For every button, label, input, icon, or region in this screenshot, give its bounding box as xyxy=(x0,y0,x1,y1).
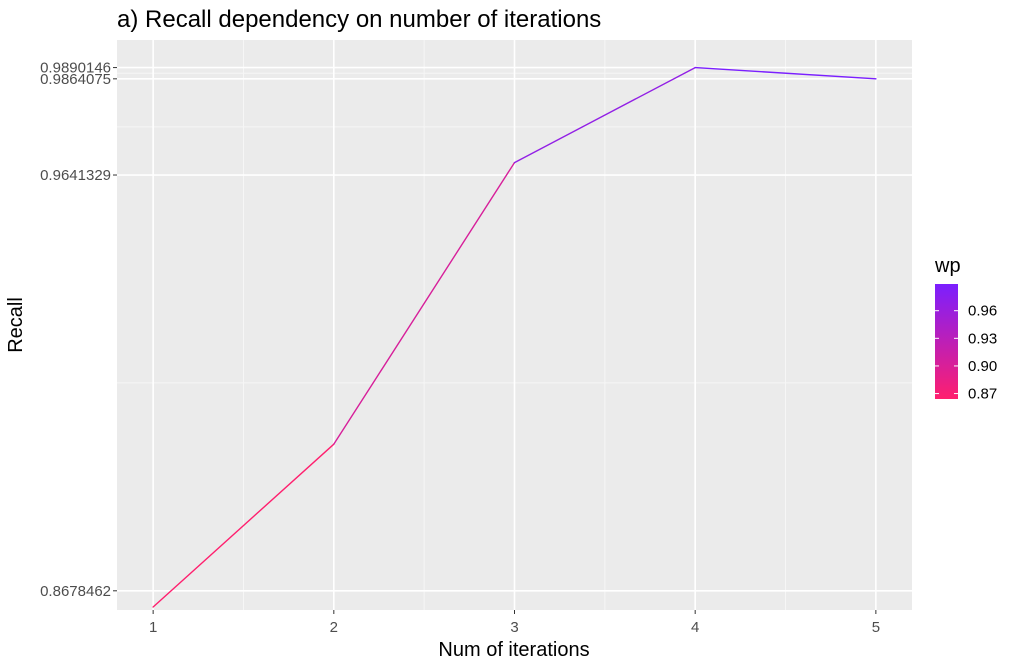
x-tick-label: 1 xyxy=(149,619,157,636)
x-tick-label: 2 xyxy=(330,619,338,636)
legend-ticks: 0.87 0.90 0.93 0.96 xyxy=(935,303,997,403)
legend-tick-label: 0.87 xyxy=(968,386,997,403)
y-axis-label: Recall xyxy=(5,297,27,353)
line-segment xyxy=(694,66,877,80)
line-segment xyxy=(152,443,335,608)
chart-title: a) Recall dependency on number of iterat… xyxy=(117,6,601,33)
y-tick-label: 0.9641329 xyxy=(40,167,111,184)
x-tick-label: 4 xyxy=(691,619,699,636)
y-tick-label: 0.9890146 xyxy=(40,60,111,77)
legend-title: wp xyxy=(934,255,961,277)
x-axis-label: Num of iterations xyxy=(438,639,589,661)
y-tick-label: 0.9864075 xyxy=(40,71,111,88)
x-axis: 1 2 3 4 5 xyxy=(149,610,880,636)
legend-tick-label: 0.96 xyxy=(968,303,997,320)
x-tick-label: 5 xyxy=(872,619,880,636)
legend-tick-label: 0.90 xyxy=(968,358,997,375)
legend: wp 0.87 0.90 0.93 0.96 xyxy=(934,255,997,403)
legend-tick-label: 0.93 xyxy=(968,330,997,347)
colorbar xyxy=(935,284,958,399)
grid-major xyxy=(117,40,912,610)
x-tick-label: 3 xyxy=(510,619,518,636)
y-tick-label: 0.8678462 xyxy=(40,583,111,600)
line-segment xyxy=(513,66,696,164)
series-line xyxy=(152,66,877,608)
line-segment xyxy=(333,161,516,445)
